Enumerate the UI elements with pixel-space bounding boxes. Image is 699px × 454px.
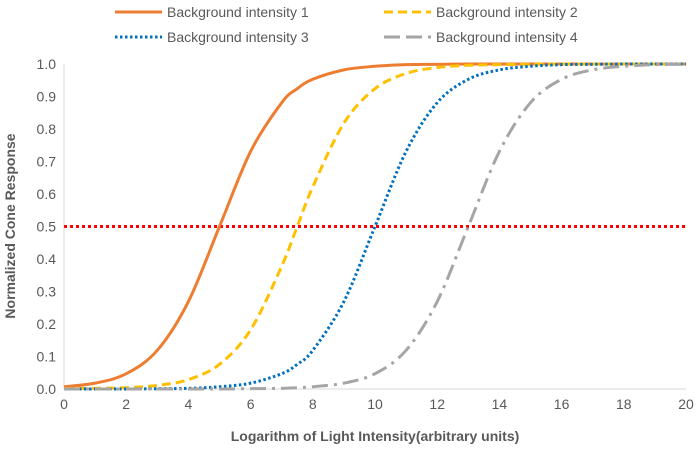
x-tick-label: 8 [309,396,317,412]
x-tick-label: 14 [492,396,508,412]
legend-label-3: Background intensity 3 [167,29,309,45]
y-tick-label: 0.5 [37,219,57,235]
y-tick-label: 0.1 [37,349,57,365]
x-tick-label: 16 [554,396,570,412]
legend-label-2: Background intensity 2 [436,4,578,20]
y-tick-label: 0.8 [37,121,57,137]
legend-item-1: Background intensity 1 [115,4,309,20]
legend: Background intensity 1 Background intens… [115,4,578,45]
y-tick-label: 0.3 [37,284,57,300]
x-tick-label: 18 [616,396,632,412]
x-tick-label: 6 [247,396,255,412]
y-tick-label: 0.2 [37,316,57,332]
x-tick-label: 20 [678,396,694,412]
y-tick-label: 0.7 [37,154,57,170]
x-tick-label: 4 [185,396,193,412]
series-line-3 [64,62,686,391]
x-tick-label: 10 [367,396,383,412]
x-axis-title: Logarithm of Light Intensity(arbitrary u… [231,428,520,444]
x-tick-label: 2 [122,396,130,412]
y-tick-label: 0.6 [37,186,57,202]
x-tick-labels: 0 2 4 6 8 10 12 14 16 18 20 [60,396,694,412]
y-axis-title: Normalized Cone Response [2,133,18,318]
y-tick-label: 0.0 [37,381,57,397]
y-tick-label: 0.4 [37,251,57,267]
x-tick-label: 0 [60,396,68,412]
series-line-1 [63,62,686,389]
x-tick-label: 12 [429,396,445,412]
legend-label-1: Background intensity 1 [167,4,309,20]
series-line-4 [64,62,687,391]
y-tick-label: 1.0 [37,56,57,72]
legend-item-3: Background intensity 3 [115,29,309,45]
series-line-2 [63,62,686,391]
y-tick-labels: 0.0 0.1 0.2 0.3 0.4 0.5 0.6 0.7 0.8 0.9 1.0 [37,56,57,397]
y-tick-label: 0.9 [37,89,57,105]
legend-item-4: Background intensity 4 [384,29,578,45]
legend-label-4: Background intensity 4 [436,29,578,45]
legend-item-2: Background intensity 2 [384,4,578,20]
plot-lines [63,62,687,391]
